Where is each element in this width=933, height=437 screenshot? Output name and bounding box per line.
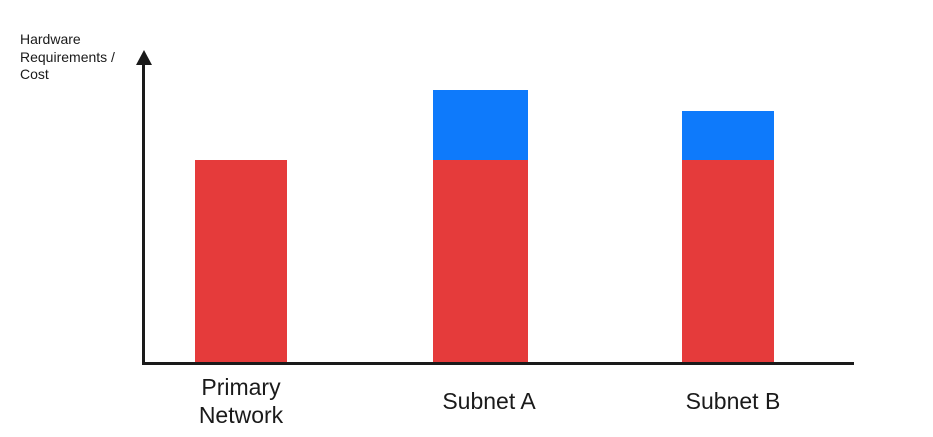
- bar-segment-blue-segment: [682, 110, 774, 160]
- y-axis-line: [142, 60, 145, 365]
- bar-subnet-b: [682, 110, 774, 365]
- category-label: Primary Network: [198, 374, 284, 428]
- y-axis-arrow-icon: [136, 50, 152, 65]
- bar-segment-red-segment: [195, 160, 287, 365]
- bar-segment-blue-segment: [433, 90, 528, 160]
- x-axis-line: [142, 362, 854, 365]
- y-axis-title: Hardware Requirements / Cost: [20, 31, 115, 82]
- category-label: Subnet A: [442, 388, 536, 414]
- bar-primary-network: [195, 160, 287, 365]
- category-label: Subnet B: [685, 388, 781, 414]
- bar-subnet-a: [433, 90, 528, 365]
- bar-segment-red-segment: [433, 160, 528, 365]
- bar-segment-red-segment: [682, 160, 774, 365]
